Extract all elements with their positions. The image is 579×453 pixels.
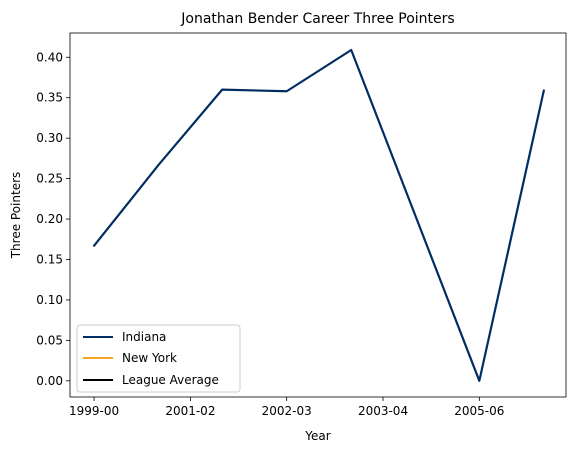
x-axis-label: Year xyxy=(304,429,330,443)
x-tick-label: 1999-00 xyxy=(69,404,119,418)
chart-title: Jonathan Bender Career Three Pointers xyxy=(180,11,454,27)
series-line-indiana xyxy=(92,48,545,382)
plot-frame xyxy=(69,32,567,398)
y-tick-label: 0.40 xyxy=(36,50,63,64)
x-tick-label: 2002-03 xyxy=(262,404,312,418)
legend-box xyxy=(76,324,241,393)
y-tick-label: 0.00 xyxy=(36,374,63,388)
y-tick-label: 0.10 xyxy=(36,293,63,307)
x-axis-ticks: 1999-00 2001-02 2002-03 2003-04 2005-06 xyxy=(69,397,504,418)
y-axis-label: Three Pointers xyxy=(9,172,23,260)
x-tick-label: 2001-02 xyxy=(165,404,215,418)
x-tick-label: 2003-04 xyxy=(358,404,408,418)
y-tick-label: 0.15 xyxy=(36,252,63,266)
y-tick-label: 0.20 xyxy=(36,212,63,226)
y-axis-ticks: 0.00 0.05 0.10 0.15 0.20 0.25 0.30 0.35 0.40 xyxy=(36,50,70,388)
series-lines xyxy=(92,48,545,382)
legend-label-indiana: Indiana xyxy=(122,330,166,344)
y-tick-label: 0.30 xyxy=(36,131,63,145)
y-tick-label: 0.35 xyxy=(36,91,63,105)
legend-label-league-average: League Average xyxy=(122,373,219,387)
y-tick-label: 0.05 xyxy=(36,333,63,347)
x-tick-label: 2005-06 xyxy=(454,404,504,418)
legend: Indiana New York League Average xyxy=(76,324,241,393)
y-tick-label: 0.25 xyxy=(36,172,63,186)
legend-label-new-york: New York xyxy=(122,351,177,365)
